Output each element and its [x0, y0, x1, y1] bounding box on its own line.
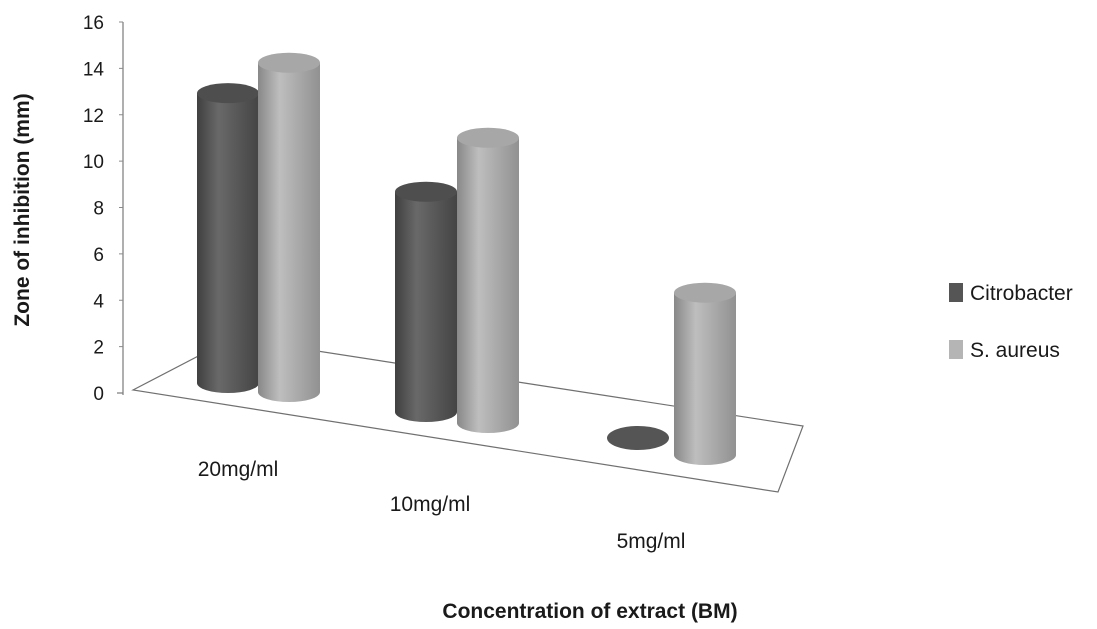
cylinder-top — [607, 426, 669, 450]
cylinder-top — [674, 282, 736, 303]
y-tick-label: 0 — [93, 384, 104, 405]
x-axis-category-labels: 20mg/ml 10mg/ml 5mg/ml — [198, 458, 686, 553]
y-axis-title: Zone of inhibition (mm) — [11, 93, 34, 326]
cylinder-body — [457, 137, 519, 433]
cylinder-body — [197, 93, 259, 393]
y-tick-label: 4 — [93, 291, 104, 312]
y-tick-label: 16 — [83, 13, 104, 34]
y-tick-label: 6 — [93, 245, 104, 266]
y-tick-label: 10 — [83, 152, 104, 173]
y-tick-label: 8 — [93, 199, 104, 220]
bar-citrobacter-20mg-ml — [197, 83, 259, 393]
legend: Citrobacter S. aureus — [949, 282, 1073, 362]
cylinder-top — [457, 127, 519, 148]
bar-s-aureus-20mg-ml — [258, 52, 320, 403]
bar-s-aureus-5mg-ml — [674, 282, 736, 465]
x-axis-title: Concentration of extract (BM) — [442, 600, 737, 623]
chart-axes — [117, 22, 124, 395]
chart-bars — [197, 52, 736, 465]
cylinder-body — [258, 62, 320, 403]
y-tick-label: 14 — [83, 59, 105, 80]
cylinder-body — [674, 292, 736, 465]
legend-label: Citrobacter — [970, 282, 1073, 305]
y-tick-label: 2 — [93, 338, 104, 359]
cylinder-body — [395, 191, 457, 422]
x-category-label: 5mg/ml — [617, 530, 686, 553]
x-category-label: 20mg/ml — [198, 458, 279, 481]
legend-swatch — [949, 283, 963, 302]
y-tick-label: 12 — [83, 106, 104, 127]
legend-swatch — [949, 340, 963, 359]
y-axis-ticks: 0 2 4 6 8 10 12 14 16 — [83, 13, 123, 405]
bar-citrobacter-5mg-ml — [607, 426, 669, 450]
bar-s-aureus-10mg-ml — [457, 127, 519, 433]
cylinder-top — [395, 181, 457, 202]
x-category-label: 10mg/ml — [390, 493, 471, 516]
cylinder-top — [197, 83, 259, 104]
bar-citrobacter-10mg-ml — [395, 181, 457, 422]
legend-label: S. aureus — [970, 339, 1060, 362]
cylinder-top — [258, 52, 320, 73]
